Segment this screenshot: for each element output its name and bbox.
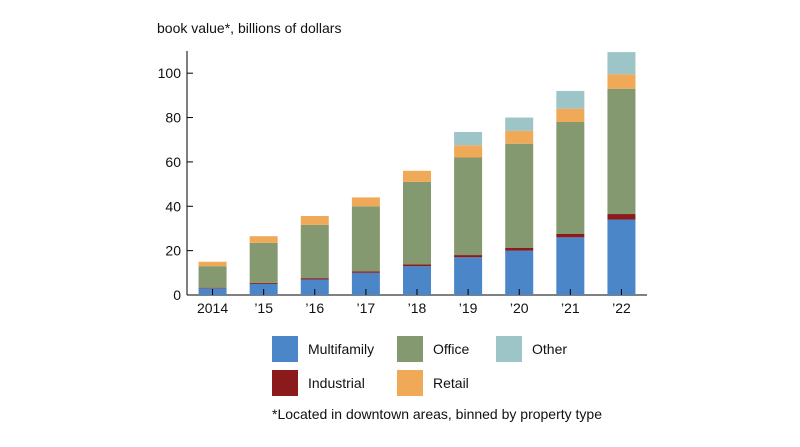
bar-office-1 — [249, 242, 278, 283]
bar-retail-1 — [249, 236, 278, 243]
bar-other-6 — [505, 117, 534, 131]
bar-industrial-1 — [249, 282, 278, 284]
bar-retail-7 — [556, 108, 585, 122]
x-tick-label: ’18 — [408, 300, 427, 316]
y-tick-label: 60 — [165, 154, 181, 170]
bar-multifamily-7 — [556, 237, 585, 295]
legend-swatch-retail — [397, 370, 423, 396]
bar-industrial-4 — [403, 264, 431, 267]
legend-label-multifamily: Multifamily — [308, 341, 375, 357]
bar-office-2 — [300, 224, 329, 279]
y-tick-label: 80 — [165, 110, 181, 126]
x-tick-label: ’16 — [305, 300, 324, 316]
legend-item-other: Other — [496, 336, 567, 362]
bar-retail-2 — [300, 216, 329, 225]
legend-label-office: Office — [433, 341, 470, 357]
bar-multifamily-8 — [607, 219, 636, 295]
bar-other-8 — [607, 52, 636, 75]
legend-swatch-multifamily — [272, 336, 298, 362]
y-tick-label: 100 — [158, 65, 182, 81]
bar-retail-5 — [454, 145, 483, 158]
y-axis-label: book value*, billions of dollars — [157, 20, 342, 36]
x-tick-label: ’22 — [612, 300, 631, 316]
bar-office-4 — [403, 181, 431, 265]
legend: Multifamily Office Other Industrial Reta… — [272, 336, 602, 400]
legend-swatch-other — [496, 336, 522, 362]
legend-label-retail: Retail — [433, 375, 469, 391]
bar-industrial-6 — [505, 247, 534, 251]
legend-label-other: Other — [532, 341, 568, 357]
bar-retail-6 — [505, 130, 534, 144]
bar-office-8 — [607, 88, 636, 215]
x-tick-label: 2014 — [197, 300, 228, 316]
bar-retail-0 — [198, 261, 227, 267]
bar-office-5 — [454, 157, 483, 256]
legend-swatch-office — [397, 336, 423, 362]
y-tick-label: 40 — [165, 198, 181, 214]
bar-retail-3 — [351, 197, 380, 207]
bar-multifamily-6 — [505, 250, 534, 295]
bar-other-7 — [556, 90, 585, 109]
y-tick-label: 20 — [165, 243, 181, 259]
bar-multifamily-3 — [351, 272, 380, 295]
bar-office-3 — [351, 206, 380, 272]
bar-multifamily-5 — [454, 257, 483, 295]
legend-swatch-industrial — [272, 370, 298, 396]
bar-other-5 — [454, 131, 483, 146]
bar-industrial-3 — [351, 271, 380, 273]
bar-industrial-2 — [300, 278, 329, 280]
bar-industrial-7 — [556, 234, 585, 238]
x-tick-label: ’15 — [254, 300, 273, 316]
bar-office-6 — [505, 143, 534, 248]
legend-item-industrial: Industrial — [272, 370, 365, 396]
legend-item-multifamily: Multifamily — [272, 336, 374, 362]
x-tick-label: ’20 — [510, 300, 529, 316]
x-tick-label: ’19 — [459, 300, 478, 316]
bar-office-7 — [556, 121, 585, 234]
bar-multifamily-2 — [300, 279, 329, 295]
bar-industrial-5 — [454, 255, 483, 258]
x-tick-label: ’17 — [357, 300, 376, 316]
legend-label-industrial: Industrial — [308, 375, 365, 391]
bar-industrial-8 — [607, 214, 636, 220]
bar-office-0 — [198, 266, 227, 288]
bar-industrial-0 — [198, 287, 227, 289]
bar-retail-8 — [607, 74, 636, 89]
x-tick-label: ’21 — [561, 300, 580, 316]
y-tick-label: 0 — [173, 287, 181, 303]
footnote: *Located in downtown areas, binned by pr… — [272, 406, 602, 422]
stacked-bar-chart: 0 20 40 60 80 100 2014 ’15 ’16 ’17 ’18 ’19 ’20 ’21 ’22 — [158, 51, 647, 316]
legend-item-office: Office — [397, 336, 469, 362]
bar-retail-4 — [403, 170, 431, 182]
legend-item-retail: Retail — [397, 370, 469, 396]
